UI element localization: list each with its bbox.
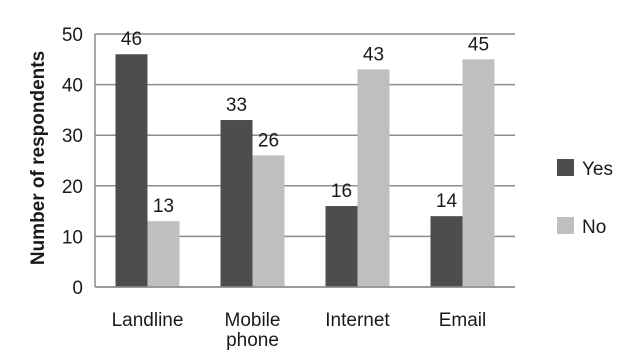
x-tick-label: Mobile (225, 310, 281, 331)
data-label: 13 (153, 196, 174, 217)
bar-no (357, 69, 390, 287)
bar-no (462, 59, 495, 287)
legend-label-yes: Yes (582, 159, 613, 180)
legend-swatch-no (557, 217, 574, 234)
data-labels-layer: 46 33 16 14 13 26 43 45 (121, 29, 489, 217)
legend-swatch-yes (557, 159, 574, 176)
bar-no (147, 221, 180, 287)
bar-no (252, 155, 285, 287)
y-axis-title: Number of respondents (28, 51, 49, 265)
bar-yes (220, 120, 253, 288)
legend: Yes No (557, 159, 613, 238)
data-label: 26 (258, 130, 279, 151)
bar-yes (325, 206, 358, 287)
x-tick-label: Email (439, 310, 487, 331)
data-label: 45 (468, 34, 489, 55)
y-tick-label: 40 (62, 76, 83, 97)
bars-layer (115, 54, 495, 288)
x-tick-label: Internet (325, 310, 390, 331)
y-tick-label: 0 (72, 278, 83, 299)
y-tick-label: 50 (62, 25, 83, 46)
data-label: 14 (436, 191, 458, 212)
x-tick-label: phone (226, 330, 279, 351)
data-label: 33 (226, 95, 247, 116)
data-label: 46 (121, 29, 142, 50)
y-tick-label: 20 (62, 177, 83, 198)
legend-label-no: No (582, 217, 606, 238)
y-tick-label: 30 (62, 126, 83, 147)
bar-yes (115, 54, 148, 287)
data-label: 16 (331, 181, 352, 202)
y-tick-label: 10 (62, 227, 83, 248)
bar-yes (430, 216, 463, 287)
data-label: 43 (363, 44, 384, 65)
x-tick-label: Landline (112, 310, 184, 331)
